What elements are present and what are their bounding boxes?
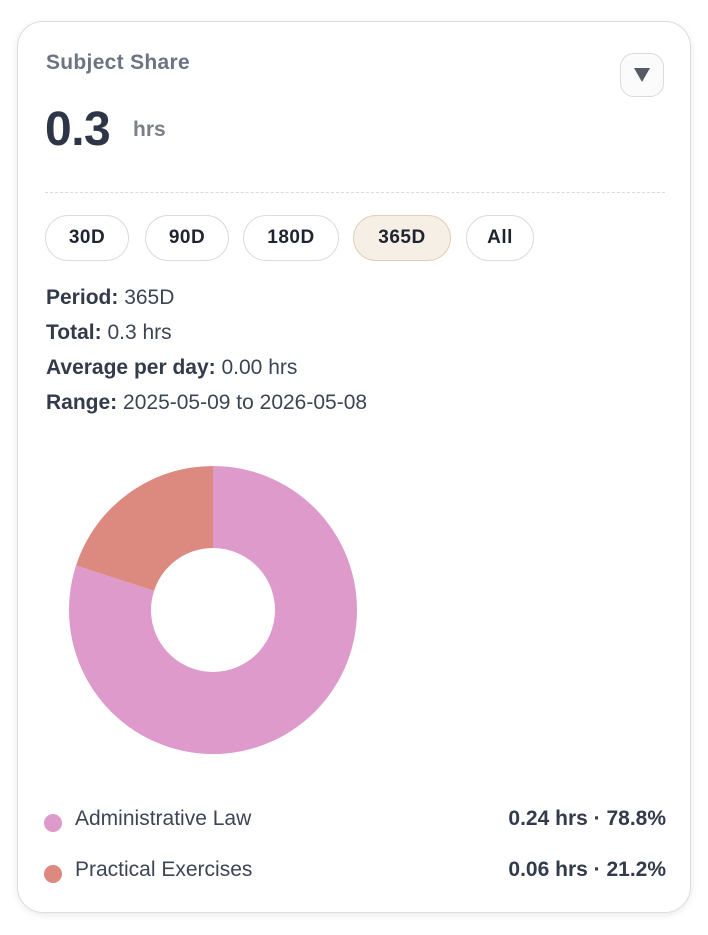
legend-dot: [44, 814, 62, 832]
legend-value: 0.06 hrs · 21.2%: [508, 858, 666, 881]
range-value: 2025-05-09 to 2026-05-08: [123, 391, 368, 414]
range-button-all[interactable]: All: [466, 215, 534, 261]
range-button-30d[interactable]: 30D: [45, 215, 129, 261]
legend-label: Administrative Law: [75, 807, 252, 830]
info-total: Total: 0.3 hrs: [46, 321, 172, 345]
legend-item-practical-exercises: Practical Exercises 0.06 hrs · 21.2%: [44, 858, 666, 888]
legend-value: 0.24 hrs · 78.8%: [508, 807, 666, 830]
average-label: Average per day:: [46, 356, 216, 379]
average-value: 0.00 hrs: [221, 356, 298, 379]
caret-down-icon: [634, 68, 650, 82]
subject-share-card: Subject Share 0.3 hrs 30D 90D 180D 365D …: [17, 21, 691, 913]
info-average: Average per day: 0.00 hrs: [46, 356, 297, 380]
card-title: Subject Share: [46, 51, 190, 74]
legend-item-administrative-law: Administrative Law 0.24 hrs · 78.8%: [44, 807, 666, 837]
info-period: Period: 365D: [46, 286, 174, 310]
range-button-365d[interactable]: 365D: [353, 215, 451, 261]
range-button-180d[interactable]: 180D: [243, 215, 339, 261]
total-label: Total:: [46, 321, 102, 344]
info-range: Range: 2025-05-09 to 2026-05-08: [46, 391, 367, 415]
range-button-90d[interactable]: 90D: [145, 215, 229, 261]
total-info-value: 0.3 hrs: [107, 321, 172, 344]
legend-dot: [44, 865, 62, 883]
dropdown-menu-button[interactable]: [620, 53, 664, 97]
total-unit: hrs: [133, 118, 166, 141]
donut-slice-administrative-law: [69, 466, 358, 754]
period-value: 365D: [124, 286, 175, 309]
donut-chart: [69, 466, 358, 754]
donut-slice-practical-exercises: [76, 466, 214, 591]
total-value: 0.3: [45, 103, 111, 156]
range-label: Range:: [46, 391, 118, 414]
divider: [45, 192, 665, 193]
period-label: Period:: [46, 286, 119, 309]
legend-label: Practical Exercises: [75, 858, 253, 881]
